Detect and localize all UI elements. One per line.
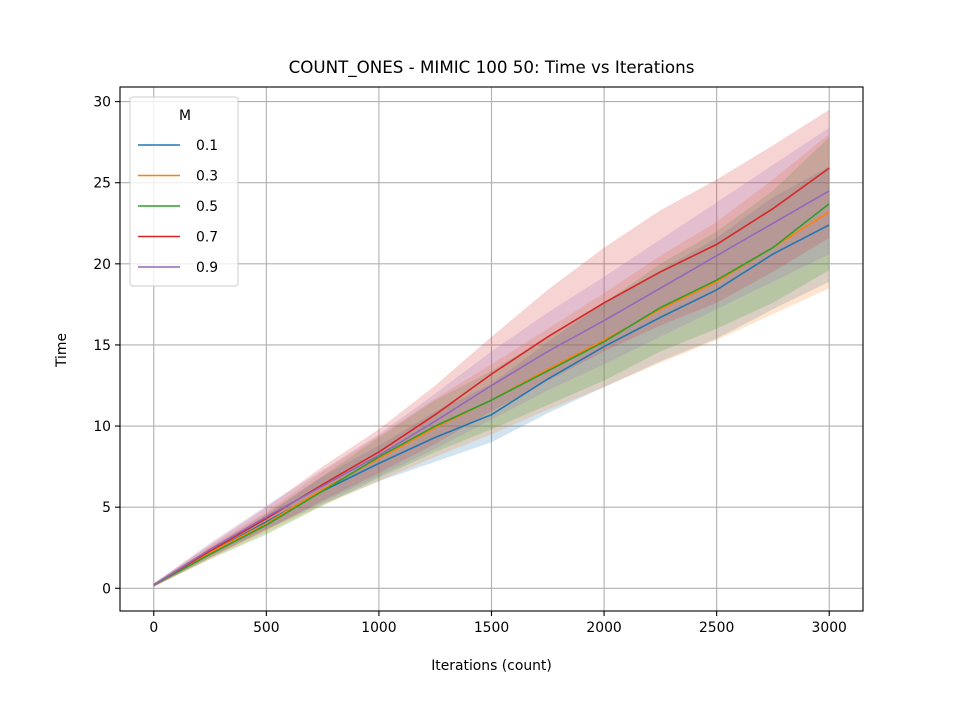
legend-box <box>129 96 239 287</box>
series-line-0.1 <box>153 224 830 586</box>
y-tick-label: 15 <box>93 338 111 354</box>
y-tick-label: 25 <box>93 176 111 192</box>
legend-label-0.1: 0.1 <box>196 138 218 154</box>
legend-label-0.5: 0.5 <box>196 199 218 215</box>
y-tick-label: 20 <box>93 257 111 273</box>
x-tick-label: 2500 <box>699 620 734 636</box>
y-axis-label: Time <box>54 333 70 368</box>
y-tick-label: 10 <box>93 419 111 435</box>
series-line-0.7 <box>153 167 830 586</box>
chart-title: COUNT_ONES - MIMIC 100 50: Time vs Itera… <box>289 57 695 78</box>
plot-area: 0 500 1000 1500 2000 2500 3000 0 5 10 15 20 25 30 <box>93 86 864 636</box>
series-line-0.5 <box>153 203 830 586</box>
x-tick-label: 0 <box>149 620 158 636</box>
legend-label-0.9: 0.9 <box>196 260 218 276</box>
x-tick-label: 500 <box>253 620 280 636</box>
series-line-0.9 <box>153 190 830 586</box>
series-band-0.9 <box>153 127 830 587</box>
legend: M 0.1 0.3 0.5 0.7 0.9 <box>129 96 239 287</box>
x-axis-label: Iterations (count) <box>431 658 552 674</box>
series-band-0.3 <box>153 134 830 587</box>
x-tick-label: 3000 <box>812 620 847 636</box>
legend-label-0.7: 0.7 <box>196 230 218 246</box>
x-tick-label: 1000 <box>361 620 396 636</box>
y-tick-label: 0 <box>102 581 111 597</box>
x-tick-label: 1500 <box>474 620 509 636</box>
series-band-0.7 <box>153 109 830 587</box>
y-tick-label: 30 <box>93 95 111 111</box>
y-tick-label: 5 <box>102 500 111 516</box>
x-tick-label: 2000 <box>586 620 621 636</box>
legend-label-0.3: 0.3 <box>196 169 218 185</box>
legend-title: M <box>179 108 191 124</box>
